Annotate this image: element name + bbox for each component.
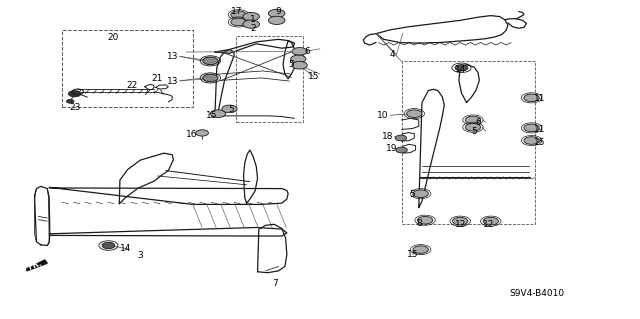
Text: 22: 22 xyxy=(126,81,138,90)
Circle shape xyxy=(524,124,540,132)
Text: S9V4-B4010: S9V4-B4010 xyxy=(509,289,564,298)
Circle shape xyxy=(524,137,540,144)
Circle shape xyxy=(406,110,422,117)
Text: 13: 13 xyxy=(167,77,179,85)
Text: 11: 11 xyxy=(534,125,545,134)
Text: 11: 11 xyxy=(534,94,545,103)
Text: 7: 7 xyxy=(273,279,278,288)
Text: 23: 23 xyxy=(69,103,81,112)
Text: 12: 12 xyxy=(483,220,495,229)
Circle shape xyxy=(231,11,246,19)
Text: 19: 19 xyxy=(387,144,397,153)
Circle shape xyxy=(243,20,259,28)
Circle shape xyxy=(243,12,259,21)
Text: 15: 15 xyxy=(406,250,418,259)
Bar xyxy=(236,36,303,122)
Text: 10: 10 xyxy=(378,111,389,120)
Text: 12: 12 xyxy=(454,220,466,229)
Text: 5: 5 xyxy=(228,105,234,114)
Circle shape xyxy=(483,217,499,225)
Text: 6: 6 xyxy=(305,48,310,56)
Text: 14: 14 xyxy=(454,65,466,74)
Circle shape xyxy=(102,242,115,249)
Circle shape xyxy=(417,216,433,224)
Circle shape xyxy=(222,105,237,113)
Polygon shape xyxy=(27,260,47,271)
Circle shape xyxy=(231,18,246,26)
Circle shape xyxy=(291,55,306,63)
Text: 13: 13 xyxy=(167,52,179,61)
Circle shape xyxy=(413,190,428,197)
Circle shape xyxy=(211,110,226,117)
Bar xyxy=(62,30,193,107)
Bar xyxy=(401,62,536,224)
Text: 2: 2 xyxy=(250,24,256,33)
Text: 5: 5 xyxy=(289,60,294,69)
Text: 15: 15 xyxy=(308,72,319,81)
Circle shape xyxy=(203,74,218,82)
Circle shape xyxy=(68,91,81,97)
Text: 1: 1 xyxy=(250,15,256,24)
Text: 20: 20 xyxy=(108,33,118,42)
Circle shape xyxy=(455,65,468,71)
Circle shape xyxy=(465,123,481,131)
Circle shape xyxy=(452,217,468,225)
Text: 5: 5 xyxy=(410,190,415,199)
Text: 18: 18 xyxy=(382,132,394,141)
Circle shape xyxy=(292,62,307,69)
Text: 21: 21 xyxy=(152,74,163,83)
Circle shape xyxy=(524,94,540,102)
Text: 5: 5 xyxy=(471,127,477,136)
Circle shape xyxy=(413,246,428,253)
Circle shape xyxy=(465,116,481,124)
Text: 15: 15 xyxy=(534,137,545,147)
Text: 9: 9 xyxy=(276,7,282,16)
Circle shape xyxy=(396,147,407,153)
Text: 17: 17 xyxy=(232,7,243,16)
Circle shape xyxy=(67,100,74,103)
Circle shape xyxy=(268,16,285,25)
Text: 4: 4 xyxy=(390,50,395,59)
Circle shape xyxy=(196,130,209,136)
Text: 16: 16 xyxy=(186,130,198,139)
Text: FR.: FR. xyxy=(26,259,43,272)
Text: 8: 8 xyxy=(416,219,422,228)
Circle shape xyxy=(203,57,218,65)
Circle shape xyxy=(268,9,285,18)
Text: 6: 6 xyxy=(475,118,481,127)
Circle shape xyxy=(292,48,307,55)
Text: 15: 15 xyxy=(206,111,218,120)
Text: 14: 14 xyxy=(120,244,131,253)
Text: 3: 3 xyxy=(138,251,143,260)
Circle shape xyxy=(395,135,406,141)
